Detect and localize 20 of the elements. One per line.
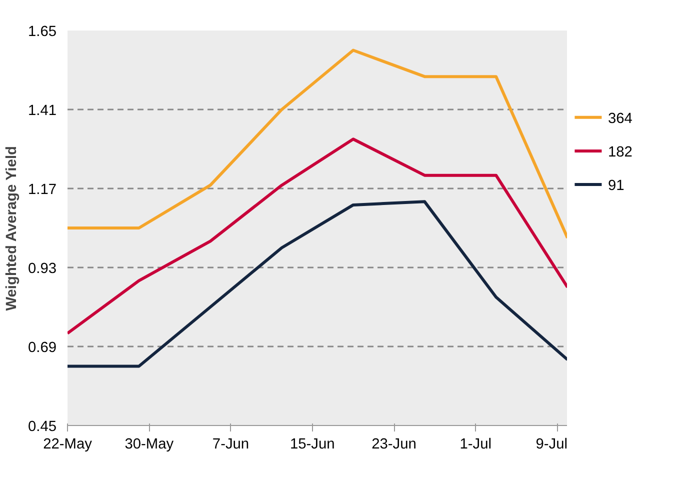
legend-label: 91: [608, 178, 624, 194]
y-tick-label: 1.41: [28, 103, 57, 119]
y-tick-label: 0.69: [28, 340, 57, 356]
x-tick-label: 15-Jun: [290, 436, 335, 452]
line-series: [68, 48, 567, 240]
x-tick-label: 23-Jun: [372, 436, 416, 452]
y-tick-label: 0.45: [28, 419, 57, 435]
y-axis-title: Weighted Average Yield: [4, 146, 20, 311]
x-tick-label: 7-Jun: [212, 436, 250, 452]
y-tick-label: 1.17: [28, 182, 57, 198]
x-tick-label: 22-May: [43, 436, 93, 452]
legend-label: 182: [608, 144, 632, 160]
line-series: [68, 138, 567, 335]
y-tick-label: 1.65: [28, 24, 57, 40]
line-series: [68, 200, 567, 368]
y-tick-label: 0.93: [28, 261, 57, 277]
legend-label: 364: [608, 110, 632, 127]
x-tick-label: 1-Jul: [460, 436, 492, 452]
x-tick-label: 30-May: [124, 436, 174, 452]
x-tick-label: 9-Jul: [536, 436, 568, 452]
